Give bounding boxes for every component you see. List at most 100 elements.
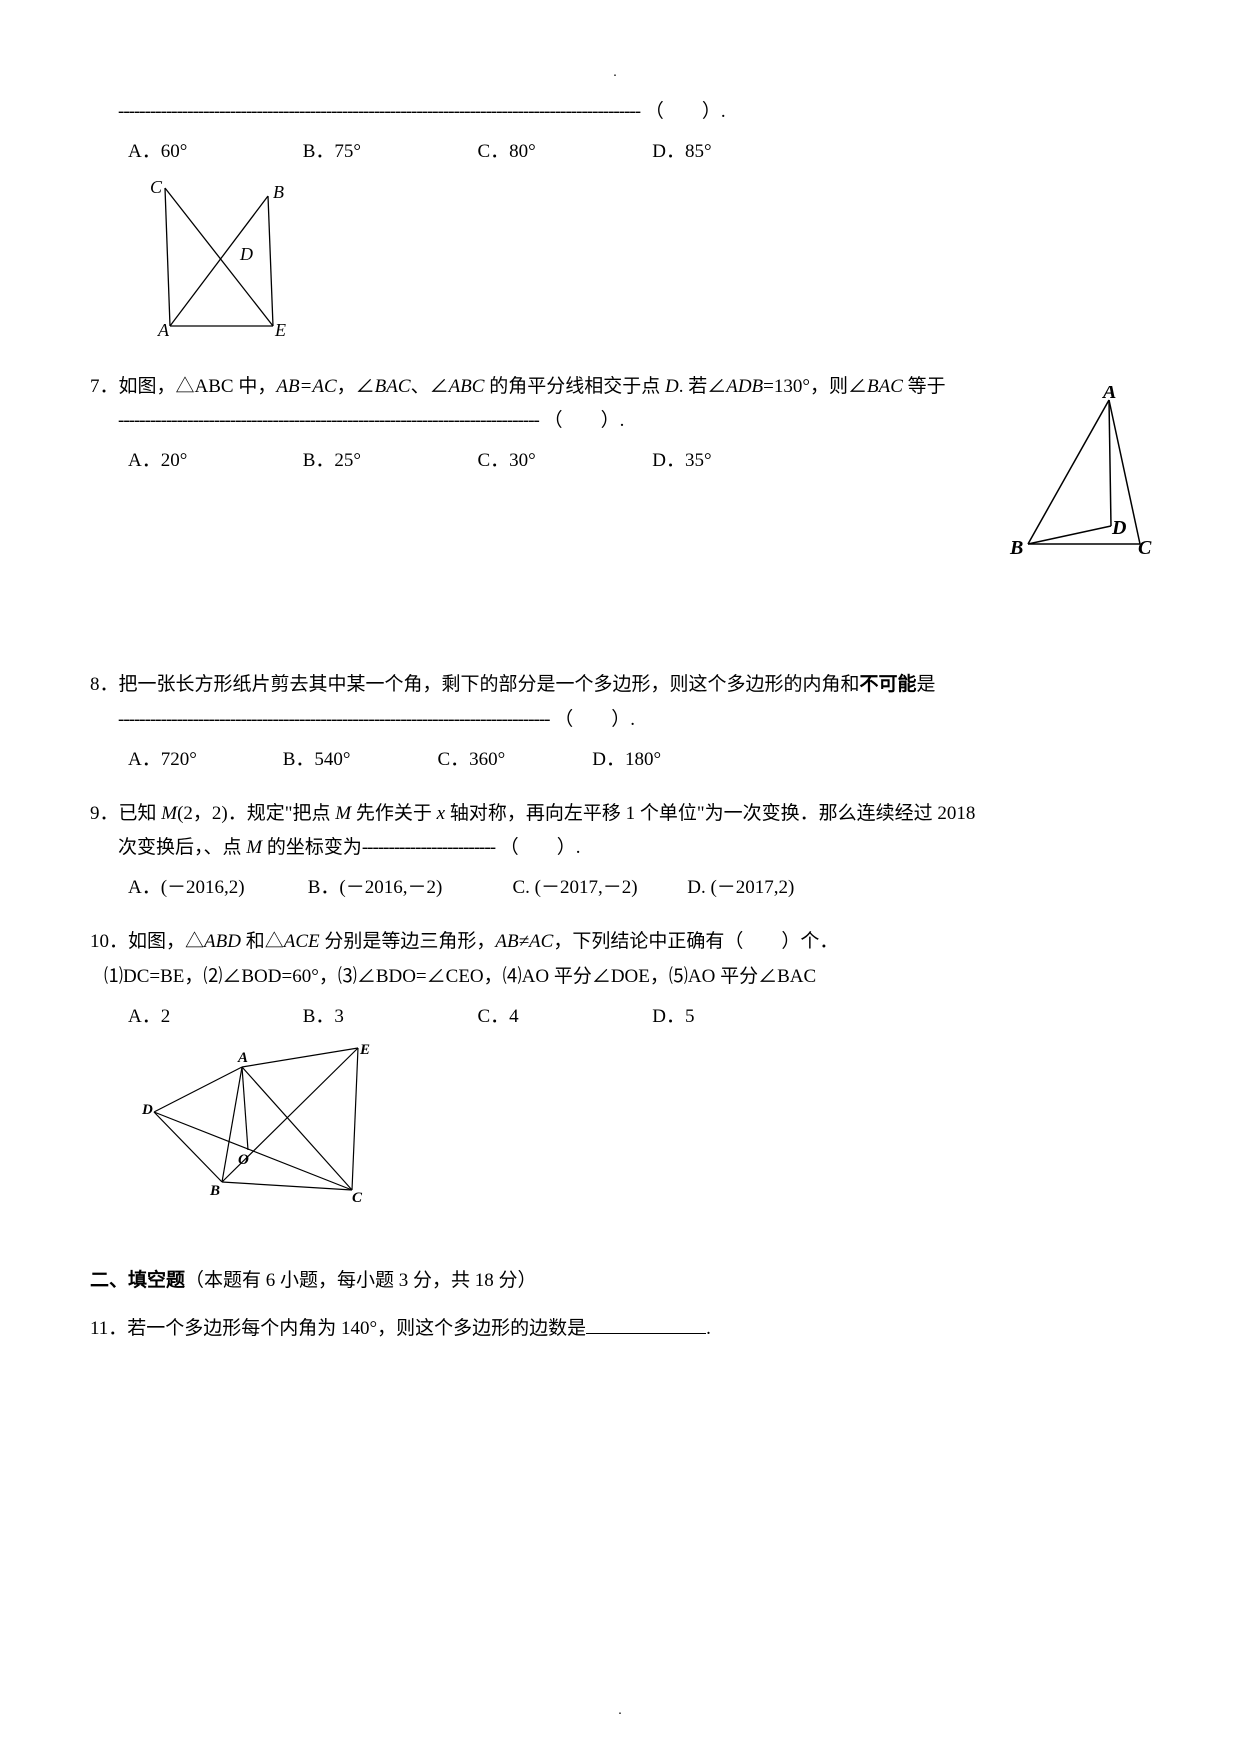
question-11: 11．若一个多边形每个内角为 140°，则这个多边形的边数是. xyxy=(90,1312,1140,1346)
question-8: 8．把一张长方形纸片剪去其中某一个角，剩下的部分是一个多边形，则这个多边形的内角… xyxy=(90,668,1140,777)
q10-t1: 如图，△ xyxy=(128,931,204,952)
q6-dash-line: ----------------------------------------… xyxy=(90,95,1140,129)
svg-text:B: B xyxy=(209,1183,220,1199)
q7-option-d: D．35° xyxy=(652,444,822,478)
q8-options: A．720° B．540° C．360° D．180° xyxy=(90,743,1140,777)
q9-M: M xyxy=(161,803,177,824)
q7-option-a: A．20° xyxy=(128,444,298,478)
svg-text:D: D xyxy=(1111,517,1126,539)
q10-options: A．2 B．3 C．4 D．5 xyxy=(90,1000,1140,1034)
q10-t3: 分别是等边三角形， xyxy=(320,931,496,952)
q8-dashes: ----------------------------------------… xyxy=(118,709,550,730)
svg-text:C: C xyxy=(1138,537,1152,559)
q9-l2b: 的坐标变为 xyxy=(262,837,362,858)
q7-paren: （ ）. xyxy=(544,410,625,431)
page-marker-top: . xyxy=(90,60,1140,85)
q10-t4: ，下列结论中正确有（ ）个． xyxy=(553,931,838,952)
q7-stem: 7．如图，△ABC 中，AB=AC，∠BAC、∠ABC 的角平分线相交于点 D.… xyxy=(90,370,1140,404)
svg-text:C: C xyxy=(352,1190,363,1206)
question-9: 9．已知 M(2，2)．规定"把点 M 先作关于 x 轴对称，再向左平移 1 个… xyxy=(90,797,1140,906)
q8-paren: （ ）. xyxy=(554,709,635,730)
svg-text:O: O xyxy=(238,1152,249,1168)
q10-option-d: D．5 xyxy=(652,1000,822,1034)
q9-options: A．(－2016,2) B．(－2016,－2) C. (－2017,－2) D… xyxy=(90,871,1140,905)
q9-t2: (2，2)．规定"把点 xyxy=(177,803,335,824)
q8-option-c: C．360° xyxy=(438,743,588,777)
q7-option-c: C．30° xyxy=(478,444,648,478)
q7-text-4: BAC xyxy=(375,376,411,397)
q7-text-6: ABC xyxy=(449,376,485,397)
q6-dashes: ----------------------------------------… xyxy=(118,101,640,122)
q10-option-c: C．4 xyxy=(478,1000,648,1034)
q11-blank xyxy=(586,1333,706,1334)
question-7: 7．如图，△ABC 中，AB=AC，∠BAC、∠ABC 的角平分线相交于点 D.… xyxy=(90,370,1140,649)
svg-text:A: A xyxy=(157,320,170,338)
q7-text-5: 、∠ xyxy=(411,376,449,397)
q7-dash-line: ----------------------------------------… xyxy=(90,404,1140,438)
q9-paren: （ ）. xyxy=(500,837,581,858)
section-2-bold: 二、填空题 xyxy=(90,1270,185,1291)
q11-number: 11． xyxy=(90,1318,127,1339)
q8-bold: 不可能 xyxy=(860,674,917,695)
svg-text:E: E xyxy=(359,1042,370,1058)
question-10: 10．如图，△ABD 和△ A C E 分别是等边三角形，AB≠AC，下列结论中正确有… xyxy=(90,925,1140,1224)
svg-text:B: B xyxy=(1009,537,1023,559)
q7-figure: A B C D xyxy=(1004,386,1154,578)
q10-option-b: B．3 xyxy=(303,1000,473,1034)
q6-option-c: C．80° xyxy=(478,135,648,169)
q8-text: 把一张长方形纸片剪去其中某一个角，剩下的部分是一个多边形，则这个多边形的内角和 xyxy=(119,674,860,695)
q7-text-10: ADB xyxy=(726,376,763,397)
q7-number: 7． xyxy=(90,376,119,397)
q6-figure: C B A E D xyxy=(140,178,1140,350)
svg-text:D: D xyxy=(141,1102,153,1118)
svg-text:D: D xyxy=(239,244,253,264)
q10-line2: ⑴DC=BE，⑵∠BOD=60°，⑶∠BDO=∠CEO，⑷AO 平分∠DOE，⑸… xyxy=(90,960,1140,994)
q10-abac: AB≠AC xyxy=(495,931,553,952)
q6-svg: C B A E D xyxy=(140,178,300,338)
q11-stem: 11．若一个多边形每个内角为 140°，则这个多边形的边数是. xyxy=(90,1312,1140,1346)
q9-option-d: D. (－2017,2) xyxy=(687,871,837,905)
q7-text-12: BAC xyxy=(867,376,903,397)
q7-text-1: 如图，△ABC 中， xyxy=(119,376,277,397)
q7-text-7: 的角平分线相交于点 xyxy=(484,376,665,397)
q7-text-11: =130°，则∠ xyxy=(763,376,867,397)
section-2-header: 二、填空题（本题有 6 小题，每小题 3 分，共 18 分） xyxy=(90,1264,1140,1298)
q6-option-b: B．75° xyxy=(303,135,473,169)
q9-option-a: A．(－2016,2) xyxy=(128,871,303,905)
q6-paren: （ ）. xyxy=(645,101,726,122)
q9-x: x xyxy=(437,803,445,824)
q9-t3: 先作关于 xyxy=(351,803,437,824)
q6-options: A．60° B．75° C．80° D．85° xyxy=(90,135,1140,169)
page-marker-bottom: . xyxy=(0,1698,1240,1723)
svg-text:A: A xyxy=(237,1050,248,1066)
svg-text:C: C xyxy=(150,178,163,197)
q11-text: 若一个多边形每个内角为 140°，则这个多边形的边数是 xyxy=(127,1318,586,1339)
q10-svg: A B C D E O xyxy=(140,1042,396,1212)
section-2-rest: （本题有 6 小题，每小题 3 分，共 18 分） xyxy=(185,1270,537,1291)
q9-M3: M xyxy=(246,837,262,858)
q9-l2a: 次变换后，、点 xyxy=(118,837,246,858)
q7-options: A．20° B．25° C．30° D．35° xyxy=(90,444,1140,478)
q10-abd: ABD xyxy=(204,931,241,952)
q7-text-8: D xyxy=(665,376,679,397)
svg-text:E: E xyxy=(274,320,286,338)
q10-option-a: A．2 xyxy=(128,1000,298,1034)
q8-option-a: A．720° xyxy=(128,743,278,777)
q10-figure: A B C D E O xyxy=(140,1042,1140,1224)
q10-number: 10． xyxy=(90,931,128,952)
q7-text-9: . 若∠ xyxy=(679,376,727,397)
q10-t2: 和△ xyxy=(241,931,284,952)
q7-dashes: ----------------------------------------… xyxy=(118,410,539,431)
q10-stem: 10．如图，△ABD 和△ACE 分别是等边三角形，AB≠AC，下列结论中正确有… xyxy=(90,925,1140,959)
q6-option-d: D．85° xyxy=(652,135,822,169)
q7-option-b: B．25° xyxy=(303,444,473,478)
q8-option-b: B．540° xyxy=(283,743,433,777)
q8-text2: 是 xyxy=(917,674,936,695)
q9-stem: 9．已知 M(2，2)．规定"把点 M 先作关于 x 轴对称，再向左平移 1 个… xyxy=(90,797,1140,831)
q10-conditions: ⑴DC=BE，⑵∠BOD=60°，⑶∠BDO=∠CEO，⑷AO 平分∠DOE，⑸… xyxy=(104,966,816,987)
q6-option-a: A．60° xyxy=(128,135,298,169)
q9-option-c: C. (－2017,－2) xyxy=(513,871,683,905)
q9-t4: 轴对称，再向左平移 1 个单位"为一次变换．那么连续经过 2018 xyxy=(445,803,975,824)
q9-dashes: ------------------------- xyxy=(362,837,495,858)
q8-stem: 8．把一张长方形纸片剪去其中某一个角，剩下的部分是一个多边形，则这个多边形的内角… xyxy=(90,668,1140,702)
